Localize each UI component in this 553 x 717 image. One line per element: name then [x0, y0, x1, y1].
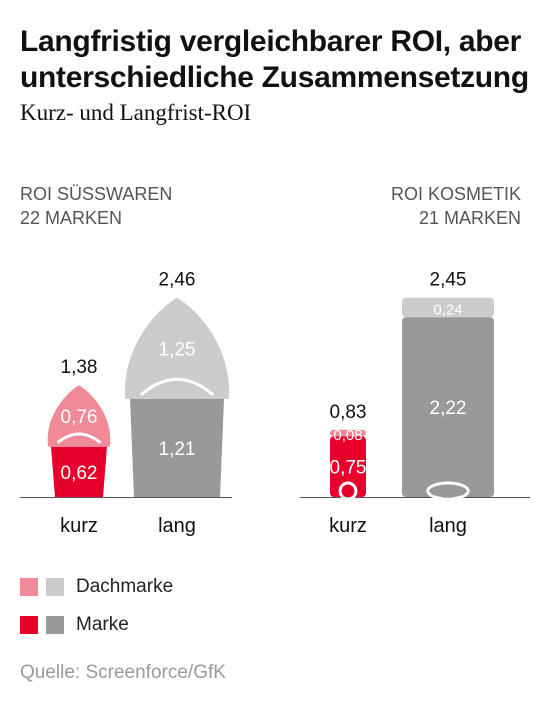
chart-subtitle: Kurz- und Langfrist-ROI: [20, 100, 252, 125]
legend-label-dachmarke: Dachmarke: [76, 576, 174, 597]
legend-label-marke: Marke: [76, 614, 129, 635]
legend-swatch-lang-marke: [46, 616, 64, 634]
swirl-line-suesswaren-lang: [139, 377, 215, 397]
category-label-kosmetik-lang: lang: [429, 515, 467, 537]
value-label-suesswaren-lang-marke: 1,21: [159, 439, 196, 460]
bar-suesswaren-lang-marke: [130, 398, 224, 497]
category-label-suesswaren-kurz: kurz: [60, 515, 98, 537]
value-label-suesswaren-kurz-total: 1,38: [61, 357, 98, 378]
bar-suesswaren-kurz-marke: [51, 446, 107, 497]
bar-kosmetik-kurz-marke: [330, 436, 366, 497]
value-label-suesswaren-lang-total: 2,46: [159, 270, 196, 291]
value-label-kosmetik-kurz-dachmarke: 0,08: [333, 427, 362, 444]
group-label-kosmetik: ROI KOSMETIK 21 MARKEN: [391, 182, 521, 230]
bar-suesswaren-lang-dachmarke: [124, 297, 230, 399]
value-label-kosmetik-kurz-total: 0,83: [330, 402, 367, 423]
legend-swatch-lang-dachmarke: [46, 578, 64, 596]
category-label-suesswaren-lang: lang: [158, 515, 196, 537]
value-label-kosmetik-lang-total: 2,45: [430, 270, 467, 291]
swirl-line-suesswaren-kurz: [56, 432, 102, 444]
group-label-kosmetik-line1: ROI KOSMETIK: [390, 184, 521, 204]
roi-chart: 0,62 0,76 1,38 kurz 1,21 1,25 2,46 lang 0,75 0,08…: [20, 270, 530, 537]
group-label-suesswaren-line1: ROI SÜSSWAREN: [20, 184, 173, 204]
value-label-suesswaren-lang-dachmarke: 1,25: [159, 339, 196, 360]
group-label-kosmetik-line2: 21 MARKEN: [418, 208, 521, 228]
bar-kosmetik-lang-dachmarke: [402, 297, 494, 318]
legend-row-marke: Marke: [20, 610, 173, 640]
legend-swatch-kurz-marke: [20, 616, 38, 634]
category-label-kosmetik-kurz: kurz: [329, 515, 367, 537]
legend-swatch-kurz-dachmarke: [20, 578, 38, 596]
value-label-kosmetik-kurz-marke: 0,75: [330, 458, 367, 479]
value-label-kosmetik-lang-dachmarke: 0,24: [433, 301, 462, 318]
legend: Dachmarke Marke: [20, 572, 173, 648]
tube-nozzle-kosmetik-kurz: [338, 481, 358, 501]
bar-kosmetik-kurz-dachmarke: [330, 429, 366, 437]
legend-row-dachmarke: Dachmarke: [20, 572, 173, 602]
group-label-suesswaren: ROI SÜSSWAREN 22 MARKEN: [20, 182, 172, 230]
group-label-suesswaren-line2: 22 MARKEN: [20, 208, 123, 228]
tube-nozzle-kosmetik-lang: [426, 481, 470, 501]
source-note: Quelle: Screenforce/GfK: [20, 662, 226, 683]
bar-kosmetik-lang-marke: [402, 317, 494, 497]
chart-title: Langfristig vergleichbarer ROI, aber unt…: [20, 25, 529, 94]
value-label-suesswaren-kurz-marke: 0,62: [61, 463, 98, 484]
value-label-suesswaren-kurz-dachmarke: 0,76: [61, 407, 98, 428]
bar-suesswaren-kurz-dachmarke: [47, 385, 111, 447]
value-label-kosmetik-lang-marke: 2,22: [430, 398, 467, 419]
